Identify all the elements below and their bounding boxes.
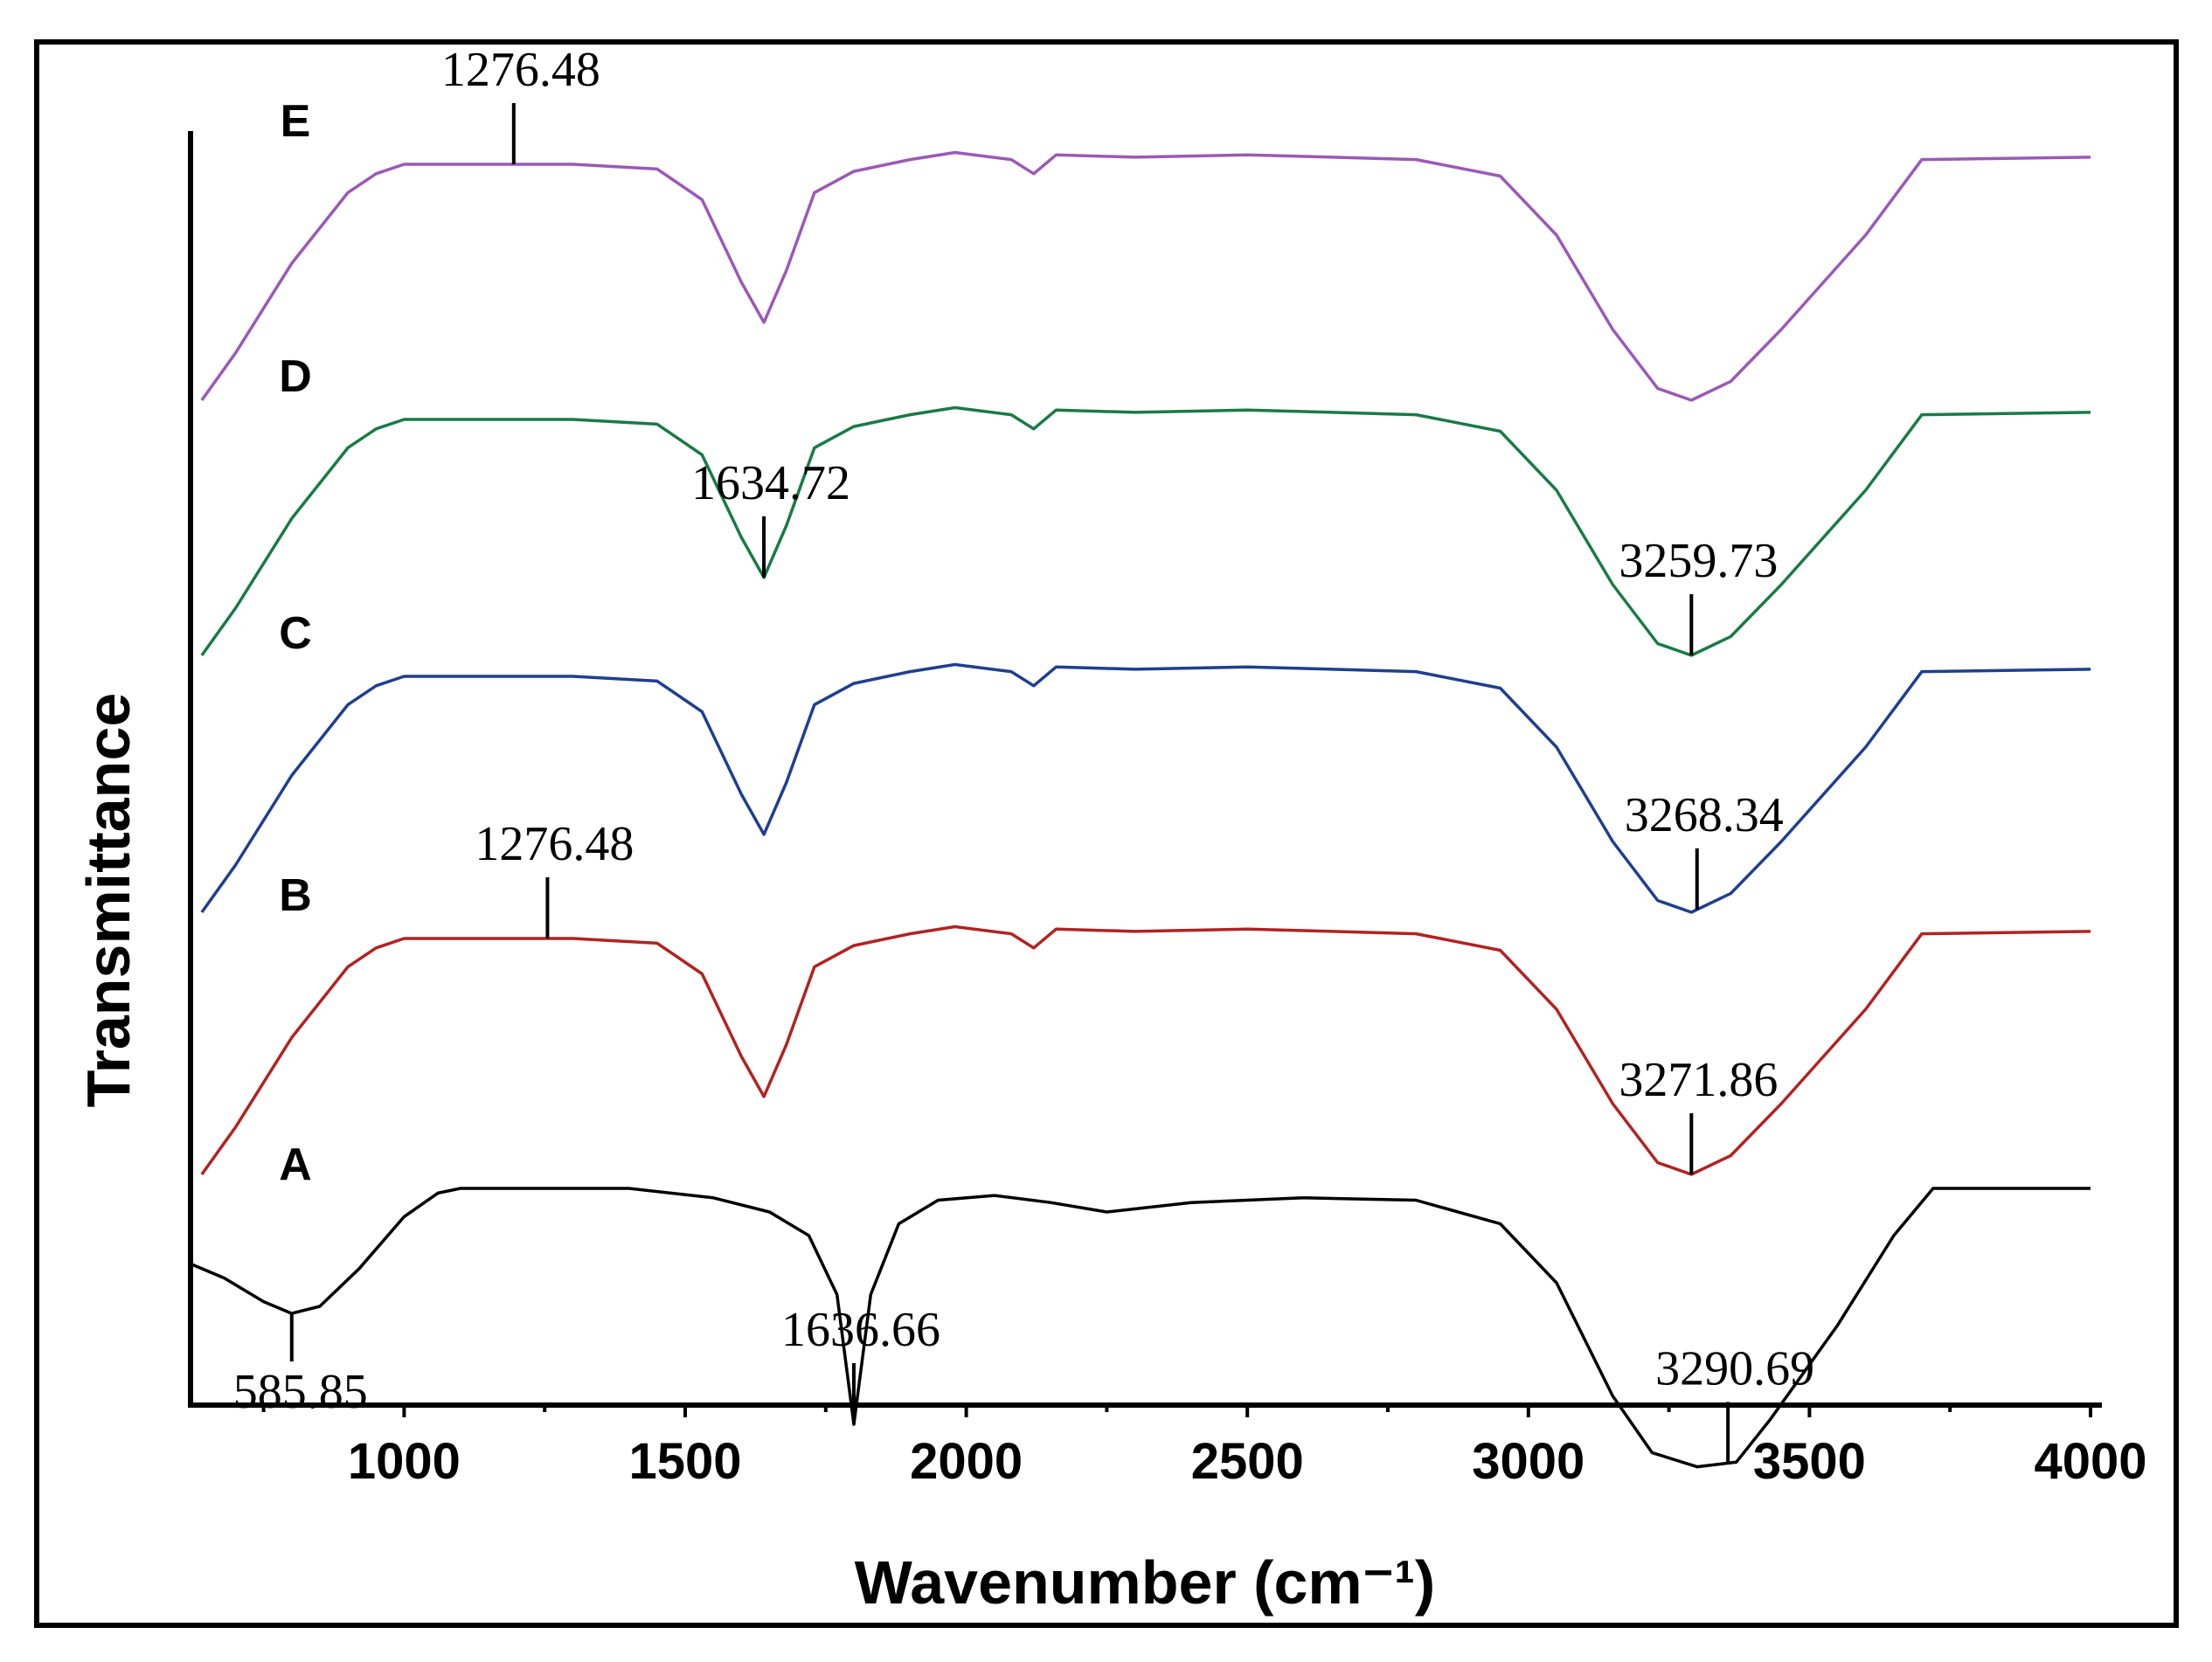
series-c-line (200, 662, 2091, 914)
series-a-line (190, 1187, 2091, 1469)
peak-label: 3268.34 (1625, 788, 1784, 842)
series-d-line (200, 405, 2091, 657)
peak-label: 1636.66 (781, 1303, 940, 1357)
series-labels: A B C D E (279, 96, 312, 1190)
y-axis-title: Transmittance (74, 693, 142, 1108)
peak-label: 3290.69 (1655, 1341, 1814, 1395)
series-b-line (200, 924, 2091, 1176)
peak-annotations: 585.85 1636.66 3290.69 1276.48 3271.86 3268.3… (233, 43, 1814, 1464)
peak-label: 3271.86 (1619, 1053, 1778, 1107)
peak-label: 1276.48 (441, 43, 600, 97)
figure-frame (34, 39, 2179, 1628)
x-tick-label: 1500 (628, 1433, 741, 1490)
series-b-label: B (279, 870, 312, 921)
x-tick-label: 3500 (1753, 1433, 1866, 1490)
x-axis-title: Wavenumber (cm⁻¹) (855, 1548, 1435, 1617)
x-tick-label: 2000 (910, 1433, 1023, 1490)
x-axis-ticks: 1000 1500 2000 2500 3000 3500 4000 (261, 1405, 2147, 1490)
series-d-label: D (279, 351, 312, 402)
spectra-curves (190, 150, 2091, 1469)
series-e-label: E (281, 96, 311, 147)
peak-label: 1634.72 (691, 456, 850, 510)
peak-label: 3259.73 (1619, 534, 1778, 588)
series-c-label: C (279, 608, 312, 659)
series-e-line (200, 150, 2091, 402)
peak-label: 585.85 (233, 1365, 368, 1419)
series-a-label: A (279, 1139, 312, 1190)
peak-label: 1276.48 (475, 817, 634, 871)
x-tick-label: 2500 (1191, 1433, 1304, 1490)
x-tick-label: 3000 (1472, 1433, 1584, 1490)
x-tick-label: 4000 (2034, 1433, 2146, 1490)
x-tick-label: 1000 (348, 1433, 461, 1490)
